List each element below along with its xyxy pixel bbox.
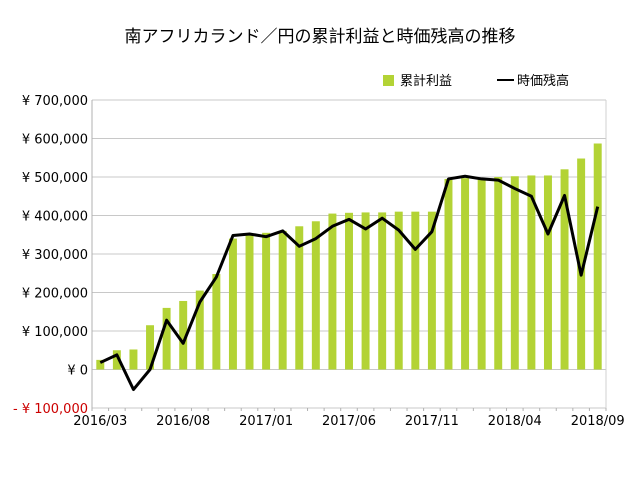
bar-2017/10	[411, 212, 419, 370]
bar-2017/08	[378, 212, 386, 369]
y-tick-label-2: ¥ 500,000	[22, 171, 88, 186]
bar-2017/01	[262, 233, 270, 370]
y-tick-label-6: ¥ 100,000	[22, 325, 88, 340]
bar-2017/07	[362, 212, 370, 369]
x-tick-label-2018-09: 2018/09	[571, 414, 625, 429]
bar-2018/01	[461, 178, 469, 369]
y-axis: ¥ 700,000 ¥ 600,000 ¥ 500,000 ¥ 400,000 ¥ 30…	[13, 94, 88, 417]
x-tick-label-2017-11: 2017/11	[405, 414, 459, 429]
bar-2016/12	[246, 235, 254, 370]
bar-2016/05	[129, 349, 137, 369]
y-tick-label-3: ¥ 400,000	[22, 210, 88, 225]
chart-title: 南アフリカランド／円の累計利益と時価残高の推移	[125, 27, 516, 47]
y-tick-label-4: ¥ 300,000	[22, 248, 88, 263]
bar-2018/03	[494, 177, 502, 370]
bar-2018/09	[594, 144, 602, 370]
x-tick-label-2016-08: 2016/08	[156, 414, 210, 429]
x-tick-label-2017-01: 2017/01	[239, 414, 293, 429]
y-tick-label-7: ¥ 0	[67, 364, 88, 379]
legend-bar-swatch	[383, 75, 394, 86]
x-tick-label-2016-03: 2016/03	[73, 414, 127, 429]
y-tick-label-0: ¥ 700,000	[22, 94, 88, 109]
bar-2017/06	[345, 213, 353, 370]
legend-label-cumulative-profit: 累計利益	[400, 73, 452, 89]
y-tick-label-1: ¥ 600,000	[22, 133, 88, 148]
bar-2018/04	[511, 176, 519, 369]
bar-2017/05	[328, 214, 336, 370]
x-axis: 2016/03 2016/08 2017/01 2017/06 2017/11 2018/…	[73, 408, 624, 429]
bar-2017/12	[445, 179, 453, 370]
bar-2018/02	[478, 178, 486, 369]
legend-label-market-value: 時価残高	[517, 73, 569, 89]
bar-2016/07	[163, 308, 171, 370]
bar-2018/06	[544, 175, 552, 369]
chart-legend: 累計利益 時価残高	[383, 73, 569, 89]
y-tick-label-5: ¥ 200,000	[22, 287, 88, 302]
bar-2017/02	[279, 231, 287, 370]
bar-2016/10	[212, 274, 220, 369]
bar-2016/11	[229, 239, 237, 370]
x-tick-label-2017-06: 2017/06	[322, 414, 376, 429]
x-tick-label-2018-04: 2018/04	[488, 414, 542, 429]
bar-2017/04	[312, 221, 320, 369]
